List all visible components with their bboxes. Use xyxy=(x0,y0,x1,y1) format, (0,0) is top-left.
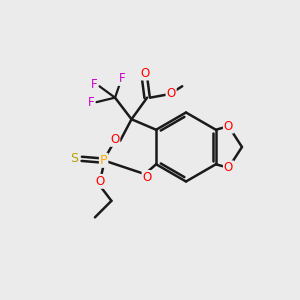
Text: O: O xyxy=(110,133,119,146)
Text: O: O xyxy=(167,87,176,100)
Text: S: S xyxy=(70,152,79,165)
Text: O: O xyxy=(224,120,233,133)
Text: O: O xyxy=(140,67,149,80)
Text: F: F xyxy=(91,78,97,91)
Text: O: O xyxy=(142,171,152,184)
Text: F: F xyxy=(88,96,94,109)
Text: P: P xyxy=(100,154,107,167)
Text: F: F xyxy=(118,72,125,85)
Text: O: O xyxy=(95,175,105,188)
Text: O: O xyxy=(224,161,233,174)
